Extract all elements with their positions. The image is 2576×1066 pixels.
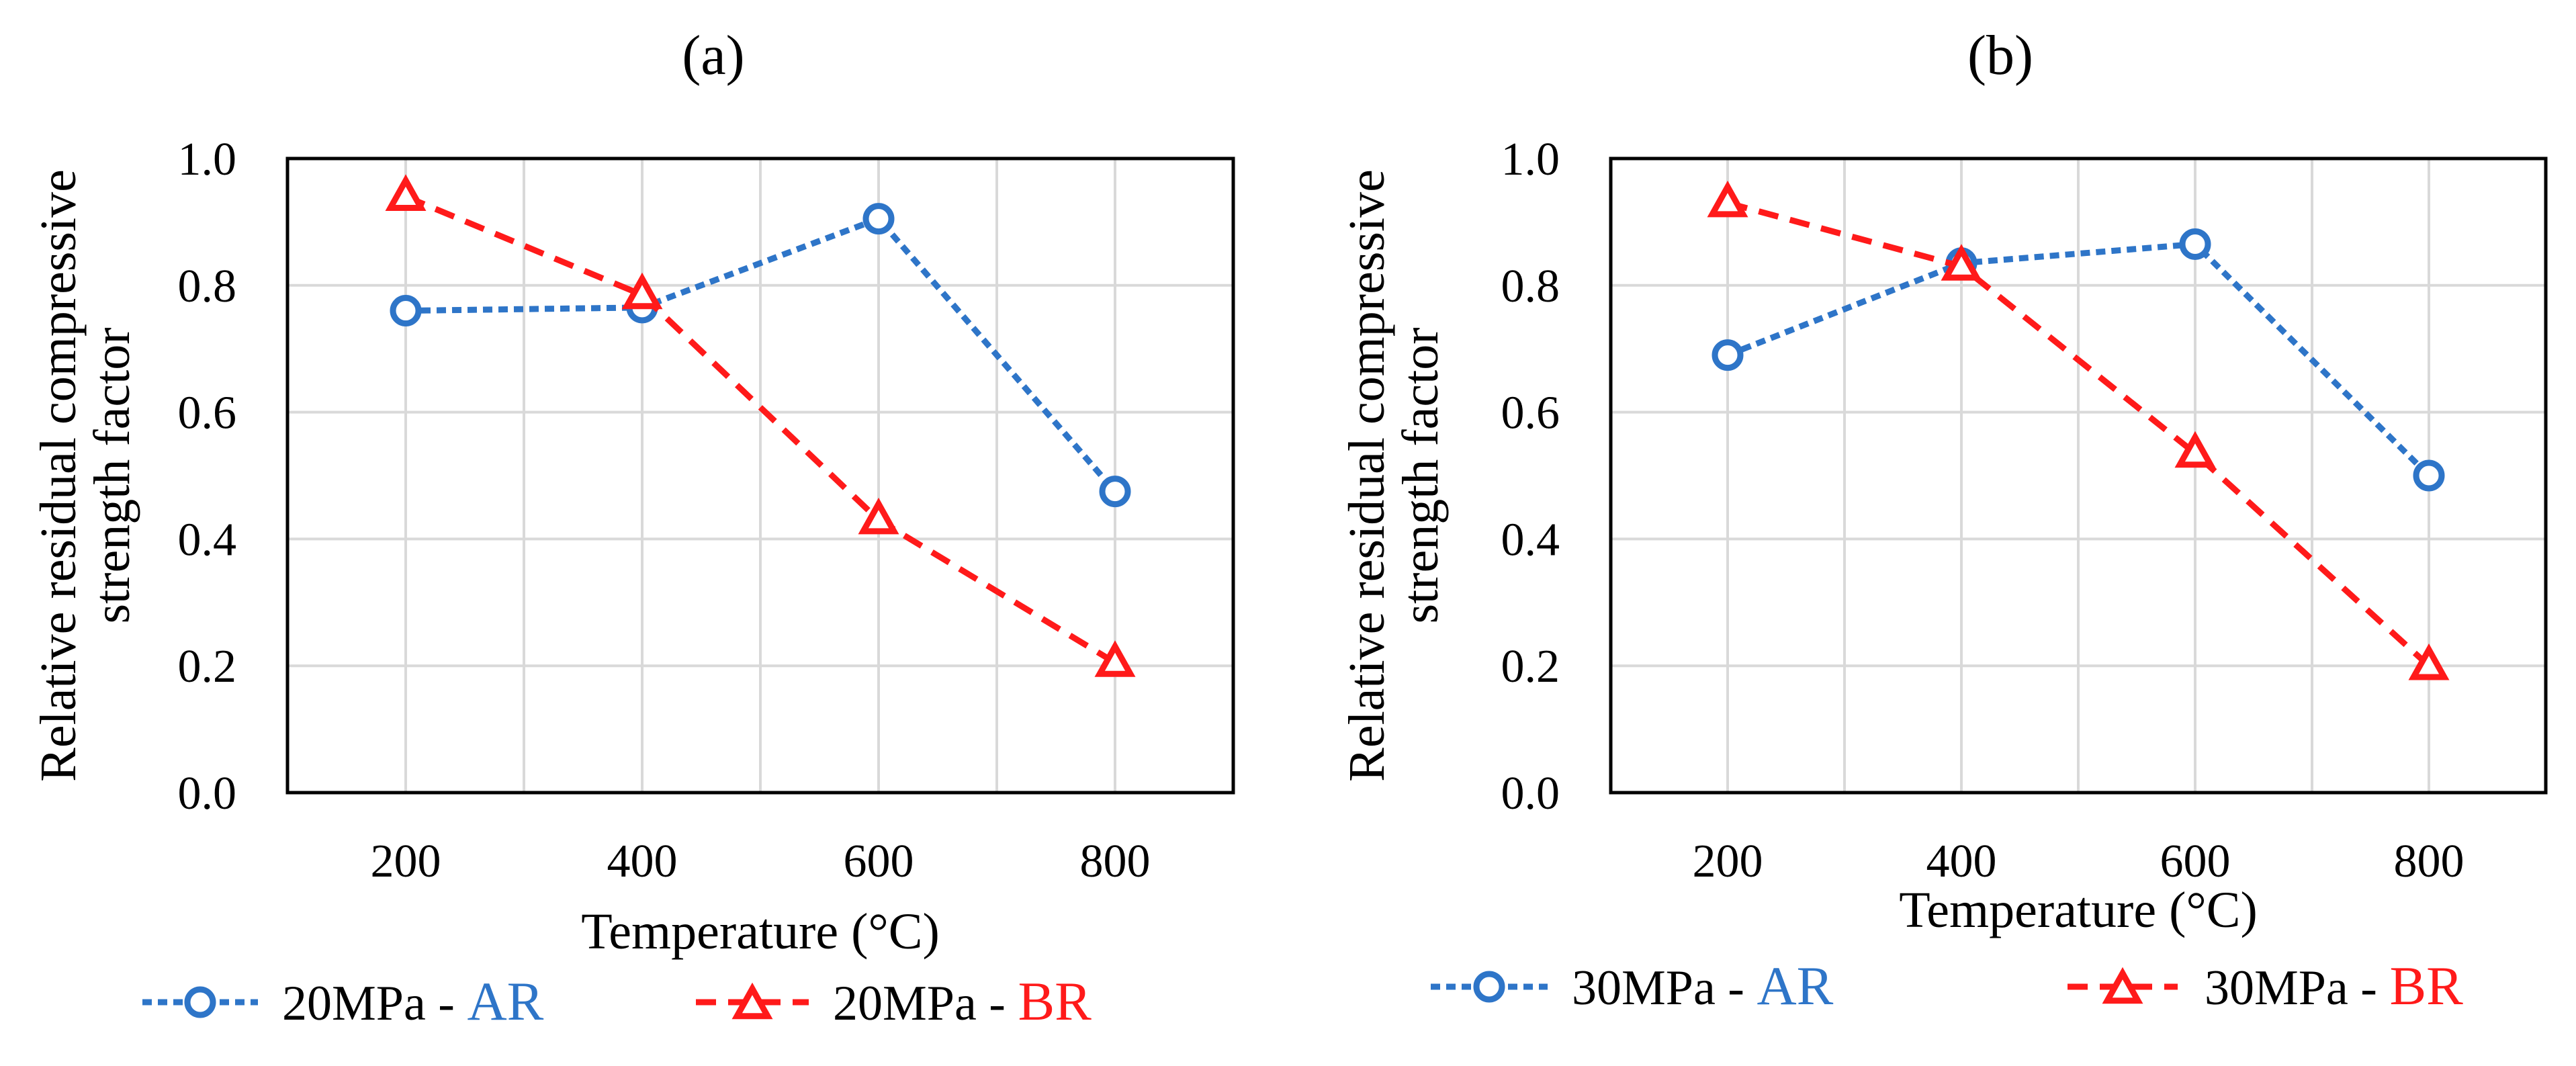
data-point [858, 497, 899, 535]
series-br [385, 174, 1136, 677]
series-line [1726, 240, 2432, 478]
series-line [1726, 199, 2432, 668]
chart-panel-b: 0.0 0.2 0.4 0.6 0.8 1.0 200 400 600 800 Temperatur… [1339, 24, 2548, 1016]
plot-area-border [1609, 157, 2548, 795]
x-tick-label: 600 [844, 836, 914, 887]
data-point [2413, 459, 2445, 492]
data-point [1099, 476, 1131, 508]
y-tick-label: 0.2 [1501, 641, 1560, 693]
legend-label: 30MPa - BR [2205, 955, 2463, 1016]
data-point [862, 203, 895, 235]
data-point [2408, 643, 2450, 680]
legend-entry: 20MPa - AR [142, 971, 544, 1032]
legend-entry: 30MPa - AR [1431, 955, 1834, 1016]
x-tick-label: 800 [2394, 836, 2464, 887]
x-tick-label: 400 [1926, 836, 1997, 887]
legend-entry: 30MPa - BR [2068, 955, 2463, 1016]
x-axis-title: Temperature (°C) [1899, 882, 2258, 938]
plot-area-border [285, 157, 1235, 795]
legend-label: 20MPa - BR [833, 971, 1092, 1032]
data-point [390, 295, 422, 327]
data-point [1707, 180, 1748, 218]
y-axis-title-line: strength factor [84, 327, 140, 623]
y-tick-label: 0.2 [178, 641, 237, 693]
y-tick-label: 0.8 [178, 261, 237, 312]
legend-marker [731, 982, 773, 1020]
y-tick-label: 0.8 [1501, 261, 1560, 312]
legend-label-suffix: BR [1018, 971, 1092, 1032]
y-tick-label: 0.0 [1501, 768, 1560, 819]
y-tick-label: 1.0 [1501, 134, 1560, 185]
data-point [2179, 228, 2211, 260]
data-point [621, 272, 663, 310]
legend-label-prefix: 20MPa - [282, 976, 467, 1031]
y-axis-title-line: Relative residual compressive [30, 169, 87, 782]
panel-label: (b) [1967, 24, 2033, 87]
x-tick-label: 400 [607, 836, 678, 887]
y-tick-label: 0.6 [1501, 388, 1560, 439]
data-point [1712, 339, 1744, 371]
legend-marker [2102, 967, 2143, 1004]
chart-panel-a: 0.0 0.2 0.4 0.6 0.8 1.0 200 400 600 800 Temperatur… [30, 24, 1235, 1032]
legend-label-prefix: 20MPa - [833, 976, 1018, 1031]
series-line [404, 193, 1117, 666]
data-point [2174, 431, 2216, 468]
legend-label: 20MPa - AR [282, 971, 544, 1032]
x-tick-label: 600 [2160, 836, 2231, 887]
y-tick-label: 0.6 [178, 388, 237, 439]
y-axis-title-line: Relative residual compressive [1339, 169, 1395, 782]
series-line [405, 215, 1118, 494]
x-tick-label: 200 [371, 836, 441, 887]
legend-marker [1473, 971, 1505, 1003]
data-point [1941, 244, 1982, 281]
legend-label: 30MPa - AR [1572, 955, 1834, 1016]
data-point [1094, 640, 1136, 677]
x-tick-label: 200 [1693, 836, 1763, 887]
legend-label-prefix: 30MPa - [2205, 961, 2389, 1016]
legend-label-suffix: BR [2389, 955, 2463, 1016]
panel-label: (a) [682, 24, 744, 87]
y-tick-label: 0.0 [178, 768, 237, 819]
series-br [1707, 180, 2450, 680]
y-tick-label: 0.4 [1501, 514, 1560, 566]
data-point [385, 174, 427, 211]
legend-label-suffix: AR [467, 971, 543, 1032]
y-tick-label: 1.0 [178, 134, 237, 185]
legend-entry: 20MPa - BR [696, 971, 1092, 1032]
y-tick-label: 0.4 [178, 514, 237, 566]
x-axis-title: Temperature (°C) [581, 903, 940, 960]
legend-label-suffix: AR [1757, 955, 1833, 1016]
legend-marker [184, 986, 216, 1018]
x-tick-label: 800 [1080, 836, 1151, 887]
legend-label-prefix: 30MPa - [1572, 961, 1757, 1016]
y-axis-title-line: strength factor [1392, 327, 1449, 623]
